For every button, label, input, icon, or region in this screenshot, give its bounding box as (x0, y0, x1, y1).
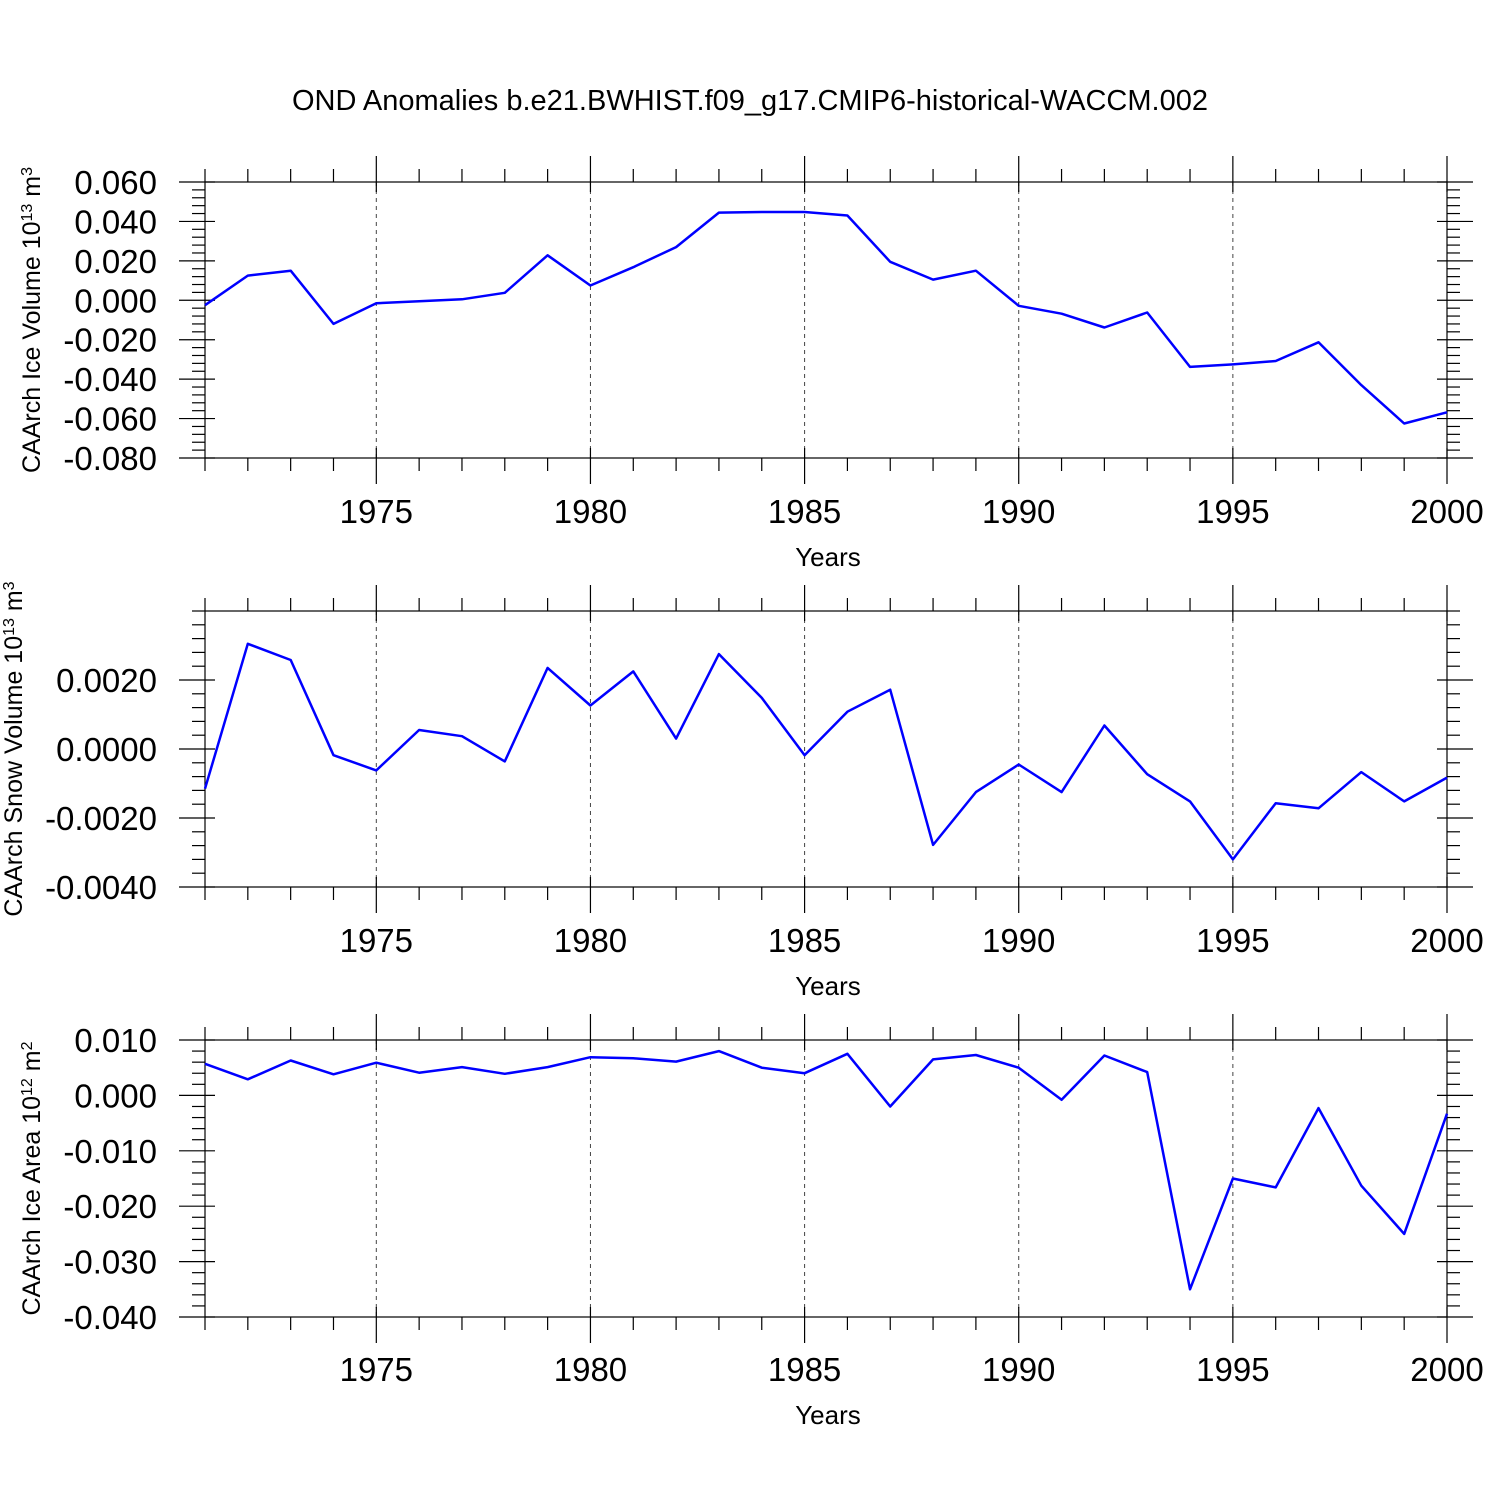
x-tick-label: 1990 (982, 922, 1055, 959)
x-tick-label: 1995 (1196, 1351, 1269, 1388)
y-axis-label: CAArch Ice Area 1012 m2 (18, 1041, 46, 1315)
y-axis-label: CAArch Snow Volume 1013 m3 (0, 581, 28, 916)
ice-volume-panel: 1975 1980 1985 1990 1995 2000 Years -0.080-0.06… (18, 156, 1484, 572)
y-axis-label-exponent: 13 (1, 618, 18, 636)
y-axis-label-part: m (0, 590, 28, 618)
y-tick-label: -0.060 (63, 401, 157, 438)
plot-frame (204, 181, 1448, 459)
y-axis-label-part: m (18, 1050, 46, 1078)
y-tick-label: -0.030 (63, 1244, 157, 1281)
y-axis-label-exponent: 13 (19, 204, 36, 222)
y-tick-label: -0.040 (63, 1299, 157, 1336)
y-tick-label: -0.020 (63, 322, 157, 359)
y-tick-label: 0.000 (74, 1077, 157, 1114)
y-tick-label: -0.010 (63, 1133, 157, 1170)
y-tick-label: -0.020 (63, 1188, 157, 1225)
x-tick-label: 1980 (554, 1351, 627, 1388)
y-tick-label: -0.040 (63, 361, 157, 398)
plot-frame (204, 610, 1448, 888)
y-axis-label-exponent: 3 (1, 581, 18, 590)
y-tick-label: 0.0020 (56, 662, 157, 699)
plot-frame (204, 1039, 1448, 1318)
y-axis-label: CAArch Ice Volume 1013 m3 (18, 167, 46, 473)
x-tick-label: 1985 (768, 493, 841, 530)
x-tick-label: 1985 (768, 1351, 841, 1388)
y-tick-label: 0.010 (74, 1022, 157, 1059)
ice-area-panel: 1975 1980 1985 1990 1995 2000 Years -0.040 -0.03… (18, 1014, 1484, 1430)
x-tick-label: 1985 (768, 922, 841, 959)
x-tick-label: 1990 (982, 493, 1055, 530)
x-tick-label: 1990 (982, 1351, 1055, 1388)
x-tick-label: 1975 (340, 493, 413, 530)
x-axis-label: Years (795, 1400, 861, 1430)
y-tick-label: 0.020 (74, 243, 157, 280)
y-tick-label: 0.000 (74, 282, 157, 319)
x-axis-label: Years (795, 971, 861, 1001)
y-axis-label-exponent: 12 (19, 1078, 36, 1096)
y-axis-label-part: CAArch Snow Volume 10 (0, 636, 28, 917)
x-tick-label: 1980 (554, 493, 627, 530)
y-axis-label-exponent: 2 (19, 1041, 36, 1050)
x-axis-label: Years (795, 542, 861, 572)
x-tick-label: 1975 (340, 1351, 413, 1388)
y-axis-label-part: m (18, 176, 46, 204)
series-line (204, 1049, 1449, 1291)
y-axis-label-part: CAArch Ice Area 10 (18, 1096, 46, 1316)
y-axis-label-part: CAArch Ice Volume 10 (18, 221, 46, 473)
y-tick-label: -0.0040 (45, 869, 157, 906)
x-tick-label: 2000 (1410, 1351, 1483, 1388)
figure-title: OND Anomalies b.e21.BWHIST.f09_g17.CMIP6… (292, 85, 1208, 117)
series-line (204, 210, 1448, 425)
x-tick-label: 1995 (1196, 922, 1269, 959)
y-tick-label: -0.080 (63, 440, 157, 477)
y-tick-label: 0.060 (74, 164, 157, 201)
series-line (203, 642, 1448, 861)
x-tick-label: 1995 (1196, 493, 1269, 530)
y-tick-label: -0.0020 (45, 800, 157, 837)
y-axis-label-exponent: 3 (19, 167, 36, 176)
x-tick-label: 1975 (340, 922, 413, 959)
x-tick-label: 1980 (554, 922, 627, 959)
x-tick-label: 2000 (1410, 922, 1483, 959)
x-tick-label: 2000 (1410, 493, 1483, 530)
y-tick-label: 0.0000 (56, 731, 157, 768)
snow-volume-panel: 1975 1980 1985 1990 1995 2000 Years -0.0040 -0.0… (0, 581, 1484, 1001)
y-tick-label: 0.040 (74, 203, 157, 240)
